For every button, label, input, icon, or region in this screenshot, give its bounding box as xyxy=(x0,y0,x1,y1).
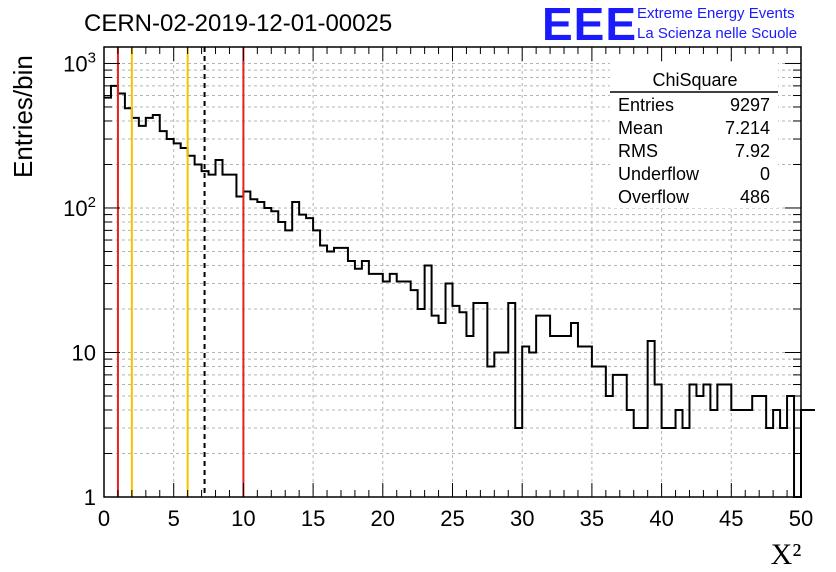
x-tick-label: 50 xyxy=(789,506,813,531)
stats-row-label: Overflow xyxy=(618,187,690,207)
logo-subtitle-line2: La Scienza nelle Scuole xyxy=(637,25,798,42)
y-axis-label: Entries/bin xyxy=(8,55,38,178)
grid-lines xyxy=(104,47,801,497)
x-tick-label: 0 xyxy=(98,506,110,531)
y-tick-label: 102 xyxy=(63,194,96,221)
stats-row-value: 486 xyxy=(740,187,770,207)
stats-box-background xyxy=(610,62,778,208)
x-tick-label: 10 xyxy=(231,506,255,531)
stats-row-value: 7.214 xyxy=(725,118,770,138)
stats-header: ChiSquare xyxy=(652,70,737,90)
y-tick-label: 103 xyxy=(63,49,96,76)
stats-row-value: 7.92 xyxy=(735,141,770,161)
stats-row-label: Underflow xyxy=(618,164,700,184)
stats-row-value: 0 xyxy=(760,164,770,184)
x-tick-label: 45 xyxy=(719,506,743,531)
chart-title: CERN-02-2019-12-01-00025 xyxy=(84,10,393,37)
eee-logo-mark: EEE xyxy=(542,0,638,50)
x-tick-label: 35 xyxy=(580,506,604,531)
histogram-series xyxy=(104,84,815,498)
x-tick-label: 40 xyxy=(649,506,673,531)
x-axis-label: X² xyxy=(771,538,802,571)
stats-row-label: Mean xyxy=(618,118,663,138)
x-tick-label: 5 xyxy=(168,506,180,531)
reference-lines xyxy=(116,47,245,497)
y-tick-label: 10 xyxy=(72,340,96,365)
stats-box: ChiSquare Entries 9297 Mean 7.214 RMS 7.92 Unde… xyxy=(610,62,778,208)
x-tick-label: 25 xyxy=(440,506,464,531)
x-axis-ticks: 0 5 10 15 20 25 30 35 40 45 50 xyxy=(98,47,813,531)
stats-row-value: 9297 xyxy=(730,95,770,115)
x-tick-label: 30 xyxy=(510,506,534,531)
x-tick-label: 20 xyxy=(371,506,395,531)
stats-row-label: Entries xyxy=(618,95,674,115)
stats-row-label: RMS xyxy=(618,141,658,161)
logo-subtitle-line1: Extreme Energy Events xyxy=(637,5,795,22)
histogram-step-line xyxy=(104,84,815,498)
y-tick-label: 1 xyxy=(84,485,96,510)
y-axis-ticks: 1 10 102 103 xyxy=(63,49,801,510)
x-tick-label: 15 xyxy=(301,506,325,531)
